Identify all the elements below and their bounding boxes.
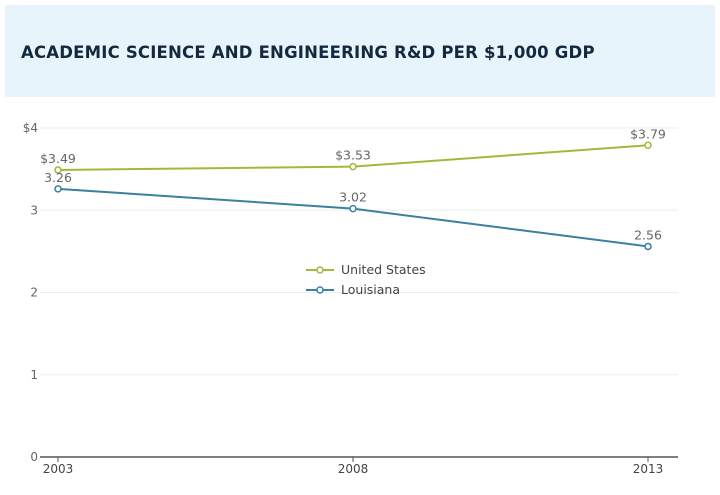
- data-point: [349, 162, 357, 171]
- x-tick-label: 2013: [633, 462, 664, 476]
- data-label: $3.53: [335, 148, 371, 163]
- legend-marker: [316, 286, 324, 294]
- data-point: [54, 166, 62, 174]
- chart-header: ACADEMIC SCIENCE AND ENGINEERING R&D PER…: [5, 5, 715, 97]
- data-label: $3.79: [630, 126, 666, 141]
- data-point: [349, 204, 357, 213]
- y-tick-label: $4: [23, 121, 38, 135]
- legend-marker: [316, 266, 324, 274]
- chart-title: ACADEMIC SCIENCE AND ENGINEERING R&D PER…: [21, 43, 595, 62]
- legend-label: Louisiana: [341, 282, 400, 297]
- y-tick-label: 3: [30, 203, 38, 217]
- data-label: 2.56: [634, 227, 662, 242]
- data-label: 3.02: [339, 190, 367, 205]
- x-tick-label: 2008: [338, 462, 369, 476]
- data-point: [644, 242, 652, 251]
- data-point: [54, 185, 62, 193]
- y-tick-label: 2: [30, 286, 38, 300]
- y-tick-label: 0: [30, 450, 38, 464]
- data-label: 3.26: [44, 170, 72, 185]
- data-point: [644, 141, 652, 150]
- x-tick-label: 2003: [43, 462, 74, 476]
- legend-label: United States: [341, 262, 426, 277]
- y-tick-label: 1: [30, 368, 38, 382]
- data-label: $3.49: [40, 151, 76, 166]
